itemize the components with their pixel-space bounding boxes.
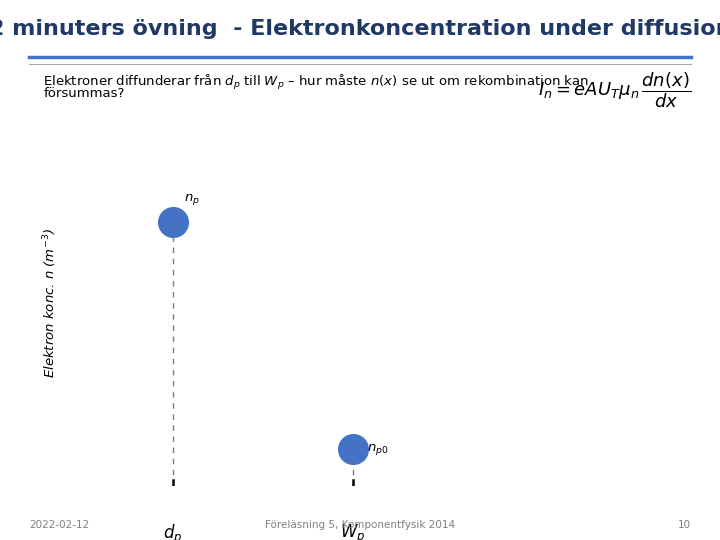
Text: $I_n = eAU_T\mu_n\,\dfrac{dn(x)}{dx}$: $I_n = eAU_T\mu_n\,\dfrac{dn(x)}{dx}$ [538, 70, 691, 110]
Text: Föreläsning 5, Komponentfysik 2014: Föreläsning 5, Komponentfysik 2014 [265, 520, 455, 530]
Text: 2 minuters övning  - Elektronkoncentration under diffusion: 2 minuters övning - Elektronkoncentratio… [0, 19, 720, 39]
Text: $W_p$: $W_p$ [340, 523, 366, 540]
Text: Elektroner diffunderar från $d_p$ till $W_p$ – hur måste $n(x)$ se ut om rekombi: Elektroner diffunderar från $d_p$ till $… [43, 73, 589, 92]
Text: $n_p$: $n_p$ [184, 192, 199, 207]
Text: $d_p$: $d_p$ [163, 523, 182, 540]
Text: 2022-02-12: 2022-02-12 [29, 520, 89, 530]
Point [167, 217, 179, 226]
Text: $n_{p0}$: $n_{p0}$ [367, 442, 389, 457]
Text: 10: 10 [678, 520, 691, 530]
Text: Elektron konc. $n$ ($m^{-3}$): Elektron konc. $n$ ($m^{-3}$) [42, 227, 59, 377]
Point [347, 445, 359, 454]
Text: försummas?: försummas? [43, 87, 125, 100]
